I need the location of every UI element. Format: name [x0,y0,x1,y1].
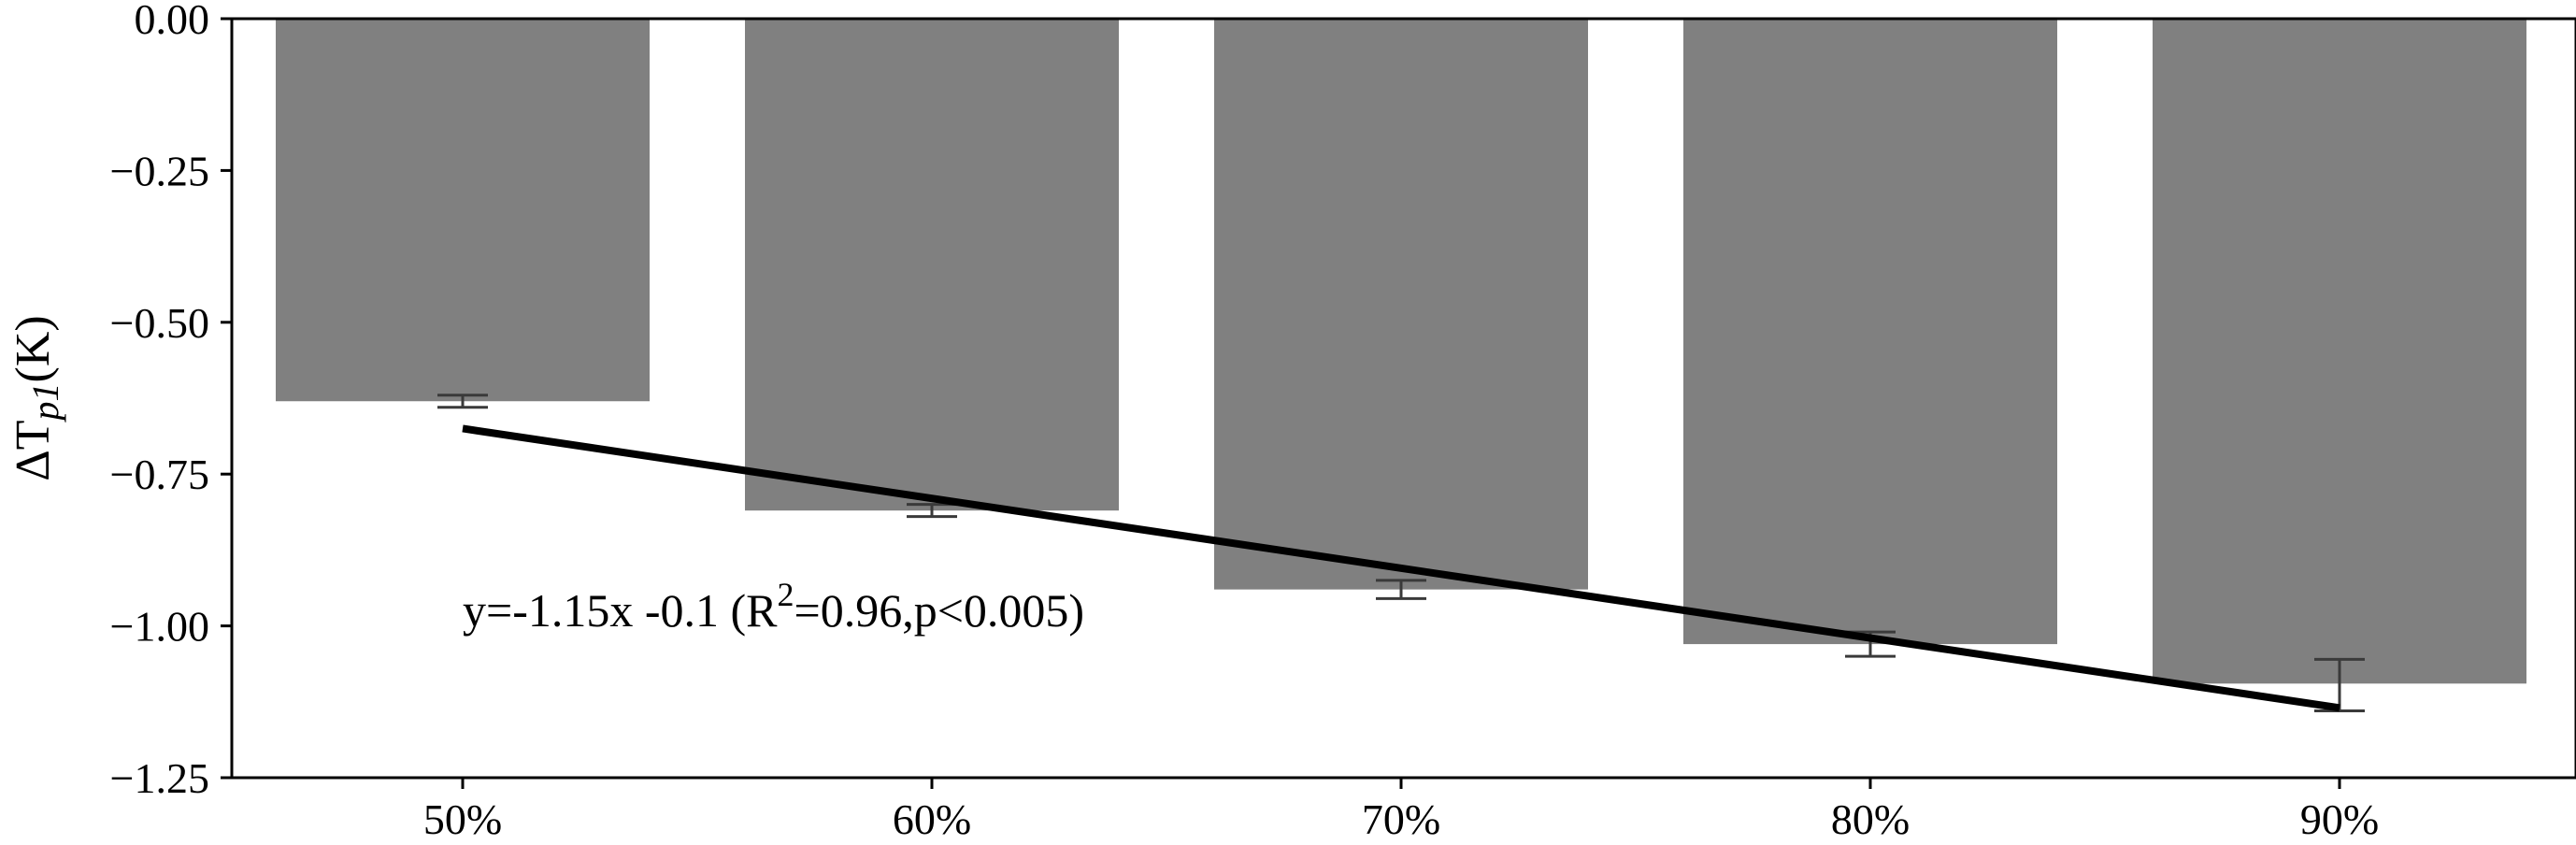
bar-70% [1214,19,1588,590]
y-axis-title-main: ΔT [7,420,60,480]
trendline-equation-rest: =0.96,p<0.005) [794,584,1085,637]
error-bars-layer [437,394,2365,713]
bar-80% [1683,19,2057,645]
trendline-layer [462,424,2340,712]
y-tick-label: −0.25 [110,147,209,194]
error-bar-50% [437,394,488,409]
trendline [462,424,2340,712]
bar-90% [2153,19,2526,684]
y-axis-title-subscript: p1 [24,382,66,422]
error-bar-70% [1376,579,1426,600]
x-tick-label: 90% [2300,795,2379,843]
bar-60% [745,19,1119,511]
y-tick-label: 0.00 [135,0,210,43]
x-tick-label: 80% [1831,795,1910,843]
x-tick-label: 60% [893,795,971,843]
y-axis: 0.00 −0.25 −0.50 −0.75 −1.00 −1.25 [110,0,232,802]
error-bar-90% [2314,657,2365,713]
x-axis: 50% 60% 70% 80% 90% [423,778,2379,843]
x-tick-label: 50% [423,795,502,843]
y-axis-title: ΔTp1(K) [7,315,66,480]
plot-frame [230,17,2576,780]
y-tick-label: −0.75 [110,451,209,498]
y-tick-label: −1.25 [110,754,209,802]
x-tick-label: 70% [1362,795,1440,843]
bars-layer [276,19,2526,684]
trendline-equation-superscript: 2 [778,576,794,613]
bar-50% [276,19,650,402]
y-tick-label: −0.50 [110,299,209,347]
y-tick-label: −1.00 [110,603,209,651]
trendline-equation-main: y=-1.15x -0.1 (R [463,584,778,637]
trendline-equation: y=-1.15x -0.1 (R2=0.96,p<0.005) [463,576,1084,637]
y-axis-title-unit: (K) [7,315,60,382]
